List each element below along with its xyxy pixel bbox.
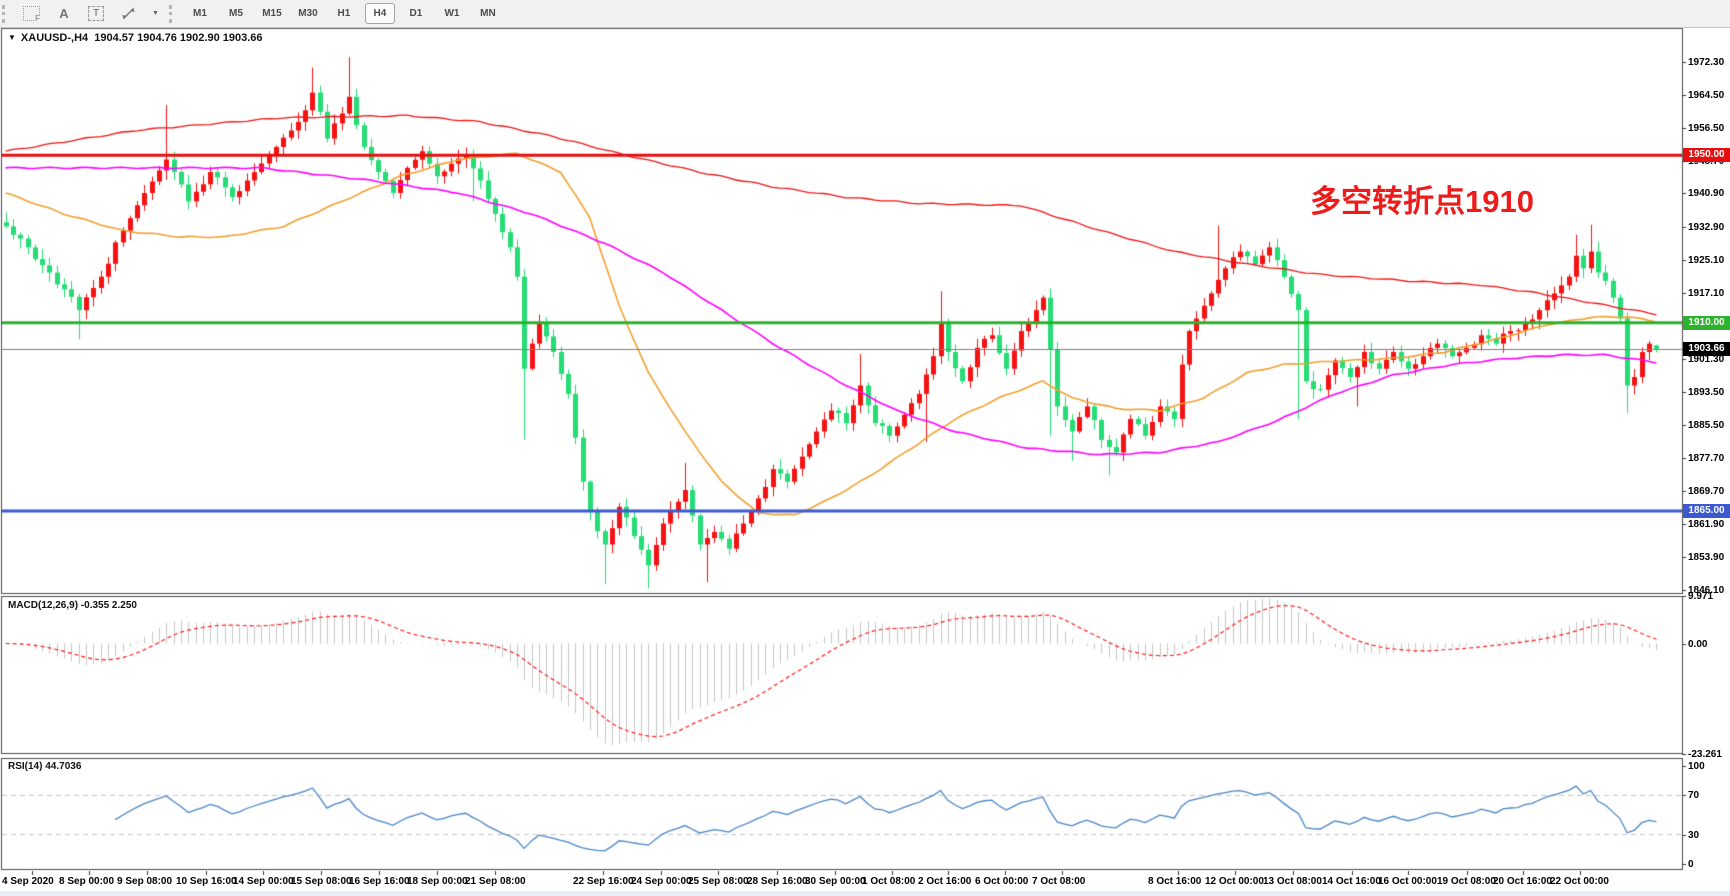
price-tick-label: 1940.90 — [1688, 188, 1725, 200]
time-tick-label: 13 Oct 08:00 — [1263, 876, 1322, 887]
timeframe-button-m5[interactable]: M5 — [221, 3, 251, 24]
time-tick-label: 2 Oct 16:00 — [918, 876, 972, 887]
timeframe-button-w1[interactable]: W1 — [437, 3, 467, 24]
price-tick-label: 1893.50 — [1688, 386, 1725, 398]
time-tick-label: 10 Sep 16:00 — [176, 876, 237, 887]
time-tick-label: 9 Sep 08:00 — [117, 876, 173, 887]
timeframe-button-m1[interactable]: M1 — [185, 3, 215, 24]
time-tick-label: 16 Sep 16:00 — [349, 876, 410, 887]
font-tool-icon[interactable]: A — [51, 3, 77, 24]
symbol-period-label: XAUUSD-,H4 — [20, 32, 89, 44]
price-tick-label: 1877.70 — [1688, 452, 1725, 464]
macd-tick-label: 9.971 — [1688, 590, 1714, 602]
time-tick-label: 14 Oct 16:00 — [1322, 876, 1381, 887]
price-tick-label: 1964.50 — [1688, 89, 1725, 101]
price-tick-label: 1853.90 — [1688, 552, 1725, 564]
rsi-tick-label: 30 — [1688, 829, 1700, 841]
collapse-triangle-icon[interactable]: ▼ — [8, 33, 16, 42]
time-tick-label: 22 Sep 16:00 — [573, 876, 634, 887]
time-tick-label: 28 Sep 16:00 — [747, 876, 808, 887]
current-price-badge: 1903.66 — [1683, 342, 1730, 357]
time-tick-label: 1 Oct 08:00 — [862, 876, 916, 887]
timeframe-button-m15[interactable]: M15 — [257, 3, 287, 24]
rsi-indicator-label: RSI(14) 44.7036 — [8, 761, 82, 772]
timeframe-button-mn[interactable]: MN — [473, 3, 503, 24]
time-tick-label: 19 Oct 08:00 — [1437, 876, 1496, 887]
time-tick-label: 4 Sep 2020 — [2, 876, 54, 887]
macd-indicator-label: MACD(12,26,9) -0.355 2.250 — [8, 600, 137, 611]
cursor-mode-icon[interactable] — [115, 3, 141, 24]
price-tick-label: 1861.90 — [1688, 518, 1725, 530]
time-tick-label: 8 Sep 00:00 — [59, 876, 115, 887]
time-tick-label: 24 Sep 00:00 — [631, 876, 692, 887]
price-tick-label: 1901.30 — [1688, 354, 1725, 366]
price-level-badge: 1910.00 — [1683, 315, 1730, 330]
rsi-tick-label: 70 — [1688, 790, 1700, 802]
price-level-badge: 1950.00 — [1683, 148, 1730, 163]
time-tick-label: 12 Oct 00:00 — [1205, 876, 1264, 887]
crossed-arrows-icon — [122, 7, 134, 20]
dropdown-caret-icon[interactable]: ▼ — [147, 3, 164, 24]
price-tick-label: 1885.50 — [1688, 420, 1725, 432]
timeframe-button-h1[interactable]: H1 — [329, 3, 359, 24]
price-tick-label: 1925.10 — [1688, 254, 1725, 266]
window-bottom-strip — [0, 891, 1730, 896]
macd-tick-label: 0.00 — [1688, 638, 1708, 650]
price-level-badge: 1865.00 — [1683, 503, 1730, 518]
chart-shift-icon[interactable]: F — [18, 3, 45, 24]
price-tick-label: 1846.10 — [1688, 585, 1725, 597]
time-tick-label: 22 Oct 00:00 — [1550, 876, 1609, 887]
time-tick-label: 18 Sep 00:00 — [407, 876, 468, 887]
time-tick-label: 15 Sep 08:00 — [291, 876, 352, 887]
ohlc-values: 1904.57 1904.76 1902.90 1903.66 — [94, 32, 263, 44]
rsi-tick-label: 0 — [1688, 859, 1694, 870]
price-tick-label: 1917.10 — [1688, 288, 1725, 299]
toolbar: F A T ▼ M1 M5 M15 M30 H1 H4 D1 W1 MN — [0, 0, 1730, 28]
time-tick-label: 20 Oct 16:00 — [1493, 876, 1552, 887]
time-tick-label: 25 Sep 08:00 — [688, 876, 749, 887]
time-tick-label: 6 Oct 00:00 — [975, 876, 1029, 887]
toolbar-grip-2[interactable] — [168, 4, 178, 23]
time-tick-label: 8 Oct 16:00 — [1148, 876, 1202, 887]
macd-tick-label: -23.261 — [1688, 749, 1722, 761]
toolbar-grip[interactable] — [2, 4, 11, 23]
time-tick-label: 30 Sep 00:00 — [805, 876, 866, 887]
timeframe-button-d1[interactable]: D1 — [401, 3, 431, 24]
price-tick-label: 1956.50 — [1688, 123, 1725, 135]
text-label-tool-icon[interactable]: T — [83, 3, 109, 24]
price-tick-label: 1869.70 — [1688, 486, 1725, 498]
time-tick-label: 16 Oct 00:00 — [1378, 876, 1437, 887]
time-tick-label: 14 Sep 00:00 — [233, 876, 294, 887]
price-tick-label: 1932.90 — [1688, 221, 1725, 233]
time-tick-label: 7 Oct 08:00 — [1032, 876, 1086, 887]
chart-symbol-title[interactable]: ▼ XAUUSD-,H4 1904.57 1904.76 1902.90 1903… — [8, 32, 263, 44]
timeframe-button-m30[interactable]: M30 — [293, 3, 323, 24]
rsi-tick-label: 100 — [1688, 761, 1705, 772]
chart-shift-grid-icon: F — [23, 6, 40, 23]
chart-text-annotation[interactable]: 多空转折点1910 — [1310, 184, 1534, 219]
price-tick-label: 1972.30 — [1688, 57, 1725, 69]
time-tick-label: 21 Sep 08:00 — [465, 876, 526, 887]
timeframe-button-h4[interactable]: H4 — [364, 3, 395, 24]
